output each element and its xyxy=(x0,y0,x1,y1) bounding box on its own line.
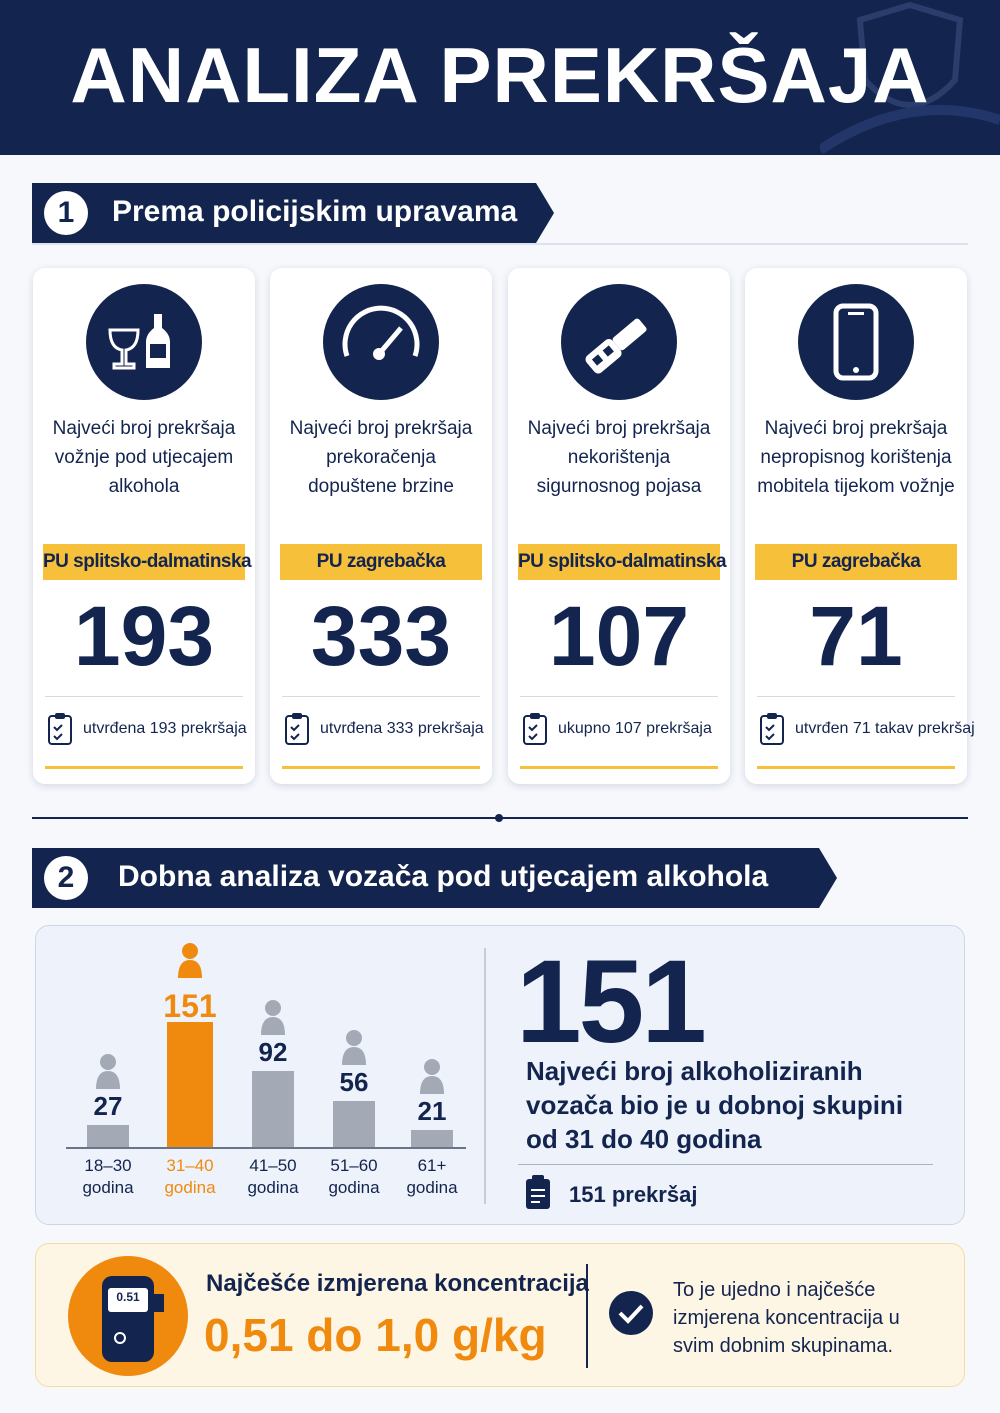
card-note: utvrđena 193 prekršaja xyxy=(83,720,247,737)
card-accent xyxy=(520,766,718,769)
card-accent xyxy=(282,766,480,769)
person-icon xyxy=(261,999,285,1035)
card-unit: PU zagrebačka xyxy=(280,544,482,580)
card-value: 107 xyxy=(548,589,690,683)
card-note: utvrđena 333 prekršaja xyxy=(320,720,484,737)
section-banner: 1 Prema policijskim upravama xyxy=(32,183,554,243)
section-title: Prema policijskim upravama xyxy=(112,195,518,228)
category-label: 61+ godina xyxy=(406,1156,458,1197)
bar xyxy=(87,1124,129,1147)
divider-dot xyxy=(495,814,503,822)
clipboard-icon xyxy=(48,713,72,745)
bar xyxy=(333,1100,375,1147)
bar xyxy=(411,1129,453,1147)
page-title: ANALIZA PREKRŠAJA xyxy=(70,31,930,119)
person-icon xyxy=(342,1029,366,1065)
clipboard-icon xyxy=(285,713,309,745)
age-chart: 27 18–30 godina 151 31–40 godina 92 41–50 god… xyxy=(36,926,486,1226)
card-rule xyxy=(757,696,955,697)
bar-value: 151 xyxy=(163,988,217,1024)
category-label: 18–30 godina xyxy=(82,1156,134,1197)
person-icon xyxy=(420,1058,444,1094)
clipboard-icon xyxy=(523,713,547,745)
card: Najveći broj prekršaja nepropisnog koriš… xyxy=(745,268,975,784)
card-description: Najveći broj prekršaja vožnje pod utjeca… xyxy=(52,418,236,497)
bar-value: 92 xyxy=(258,1036,288,1067)
highlight-rule xyxy=(518,1164,933,1165)
device-display: 0.51 xyxy=(116,1290,140,1304)
person-icon xyxy=(178,943,202,978)
card: Najveći broj prekršaja nekorištenja sigu… xyxy=(508,268,730,784)
concentration-note: To je ujedno i najčešće izmjerena koncen… xyxy=(673,1279,900,1357)
card-description: Najveći broj prekršaja nekorištenja sigu… xyxy=(527,418,711,497)
card-unit: PU splitsko-dalmatinska xyxy=(518,544,727,580)
card-accent xyxy=(757,766,955,769)
card-icon xyxy=(561,284,677,400)
clipboard-icon xyxy=(526,1175,550,1209)
breathalyzer-icon xyxy=(68,1256,188,1376)
highlight-text: Najveći broj alkoholiziranih vozača bio … xyxy=(526,1056,904,1154)
card-description: Najveći broj prekršaja nepropisnog koriš… xyxy=(757,418,955,497)
card-note: ukupno 107 prekršaja xyxy=(558,720,712,737)
bar-value: 21 xyxy=(417,1095,447,1126)
card-rule xyxy=(45,696,243,697)
category-label: 31–40 godina xyxy=(164,1156,216,1197)
section-title: Dobna analiza vozača pod utjecajem alkoh… xyxy=(118,860,769,893)
highlight-value: 151 xyxy=(516,936,707,1068)
section-number: 2 xyxy=(44,856,88,900)
card: Najveći broj prekršaja prekoračenja dopu… xyxy=(270,268,492,784)
card-rule xyxy=(282,696,480,697)
card: Najveći broj prekršaja vožnje pod utjeca… xyxy=(33,268,255,784)
bar xyxy=(252,1070,294,1147)
person-icon xyxy=(96,1053,120,1089)
concentration-panel: 0.51 Najčešće izmjerena koncentracija 0,… xyxy=(35,1243,965,1387)
card-value: 333 xyxy=(310,589,452,683)
clipboard-icon xyxy=(760,713,784,745)
card-value: 71 xyxy=(809,589,903,683)
card-unit: PU zagrebačka xyxy=(755,544,957,580)
header-decoration xyxy=(820,1,1000,155)
check-icon xyxy=(609,1291,653,1335)
card-value: 193 xyxy=(73,589,215,683)
panel-separator xyxy=(484,948,486,1204)
card-rule xyxy=(520,696,718,697)
category-label: 41–50 godina xyxy=(247,1156,299,1197)
card-accent xyxy=(45,766,243,769)
panel-separator xyxy=(586,1264,588,1368)
section-number: 1 xyxy=(44,191,88,235)
concentration-value: 0,51 do 1,0 g/kg xyxy=(204,1309,547,1361)
category-label: 51–60 godina xyxy=(328,1156,380,1197)
card-icon xyxy=(323,284,439,400)
banner-rule xyxy=(32,243,968,245)
card-icon xyxy=(86,284,202,400)
bar xyxy=(167,1022,213,1147)
section-banner: 2 Dobna analiza vozača pod utjecajem alk… xyxy=(32,848,837,908)
card-icon xyxy=(798,284,914,400)
baseline xyxy=(66,1147,466,1149)
card-description: Najveći broj prekršaja prekoračenja dopu… xyxy=(289,418,473,497)
card-unit: PU splitsko-dalmatinska xyxy=(43,544,252,580)
card-note: utvrđen 71 takav prekršaj xyxy=(795,720,975,737)
age-panel: 27 18–30 godina 151 31–40 godina 92 41–50 god… xyxy=(35,925,965,1225)
bar-value: 27 xyxy=(93,1090,123,1121)
bar-value: 56 xyxy=(339,1066,369,1097)
header: ANALIZA PREKRŠAJA xyxy=(0,0,1000,155)
highlight-note: 151 prekršaj xyxy=(569,1182,698,1207)
concentration-heading: Najčešće izmjerena koncentracija xyxy=(206,1270,589,1297)
